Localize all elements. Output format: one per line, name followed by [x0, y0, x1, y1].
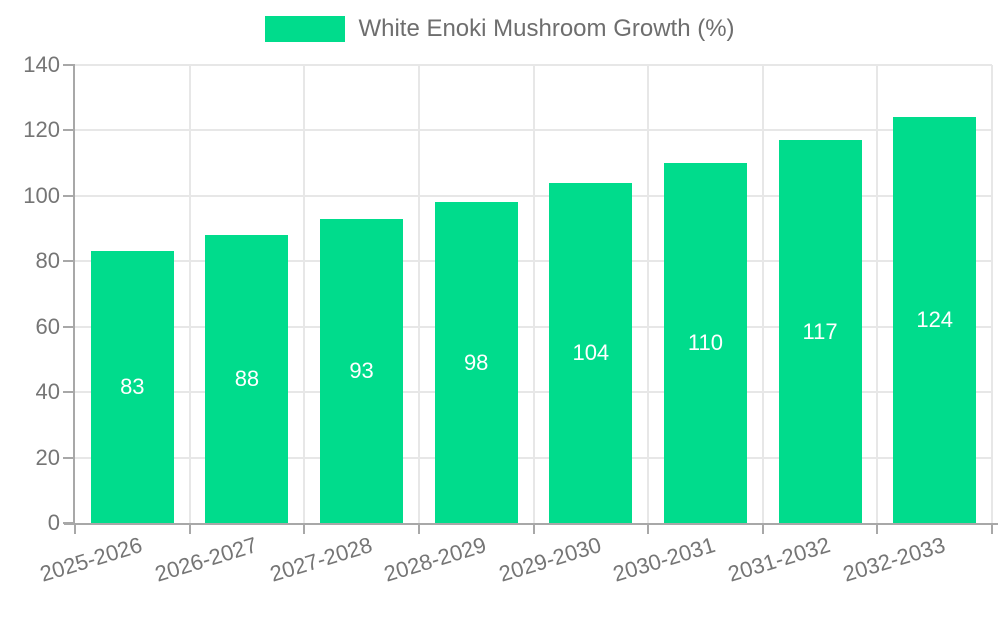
x-tick: [417, 525, 420, 534]
v-gridline: [647, 65, 650, 523]
v-gridline: [991, 65, 993, 523]
y-tick-label: 100: [23, 182, 60, 208]
v-gridline: [188, 65, 191, 523]
y-tick: [63, 64, 73, 66]
legend-swatch: [265, 16, 346, 42]
v-gridline: [417, 65, 420, 523]
bar-value-label: 88: [234, 366, 260, 392]
y-tick: [63, 522, 73, 524]
y-tick-label: 80: [35, 248, 60, 274]
y-tick: [63, 391, 73, 394]
bar-chart: White Enoki Mushroom Growth (%) 0 20 40 60 8…: [0, 15, 1000, 587]
x-tick: [761, 525, 764, 534]
y-tick-label: 0: [47, 510, 60, 535]
bar-value-label: 98: [463, 349, 489, 375]
y-tick: [63, 325, 73, 328]
bar-value-label: 83: [120, 374, 145, 400]
x-axis-line: [64, 523, 998, 525]
legend[interactable]: White Enoki Mushroom Growth (%): [0, 16, 1000, 42]
bar[interactable]: [663, 163, 747, 523]
bar-value-label: 93: [349, 357, 374, 383]
v-gridline: [303, 65, 306, 523]
x-tick: [74, 525, 76, 534]
y-tick: [63, 129, 73, 132]
x-tick-label: 2032-2033: [839, 532, 948, 587]
v-gridline: [761, 65, 764, 523]
y-tick-label: 60: [35, 313, 60, 339]
y-tick-label: 20: [35, 444, 60, 470]
bar[interactable]: [778, 140, 862, 523]
bar-value-label: 104: [572, 339, 610, 365]
bar-value-label: 110: [687, 330, 723, 356]
v-gridline: [876, 65, 879, 523]
x-tick: [876, 525, 879, 534]
x-tick: [188, 525, 191, 534]
bar[interactable]: [90, 251, 174, 523]
x-tick: [991, 525, 993, 534]
bar[interactable]: [205, 235, 289, 523]
bar[interactable]: [893, 117, 977, 523]
bar[interactable]: [549, 182, 633, 523]
y-tick: [63, 260, 73, 263]
y-tick-label: 140: [23, 52, 60, 77]
bar[interactable]: [434, 202, 518, 523]
bar-value-label: 117: [802, 318, 838, 344]
x-tick: [647, 525, 650, 534]
y-tick-label: 40: [35, 379, 60, 405]
x-tick: [532, 525, 535, 534]
y-axis-line: [73, 64, 75, 525]
y-tick-label: 120: [23, 117, 60, 143]
bar[interactable]: [320, 218, 404, 523]
y-tick: [63, 456, 73, 459]
x-tick: [303, 525, 306, 534]
y-tick: [63, 194, 73, 197]
legend-label: White Enoki Mushroom Growth (%): [358, 15, 735, 42]
v-gridline: [532, 65, 535, 523]
bar-value-label: 124: [916, 307, 954, 333]
